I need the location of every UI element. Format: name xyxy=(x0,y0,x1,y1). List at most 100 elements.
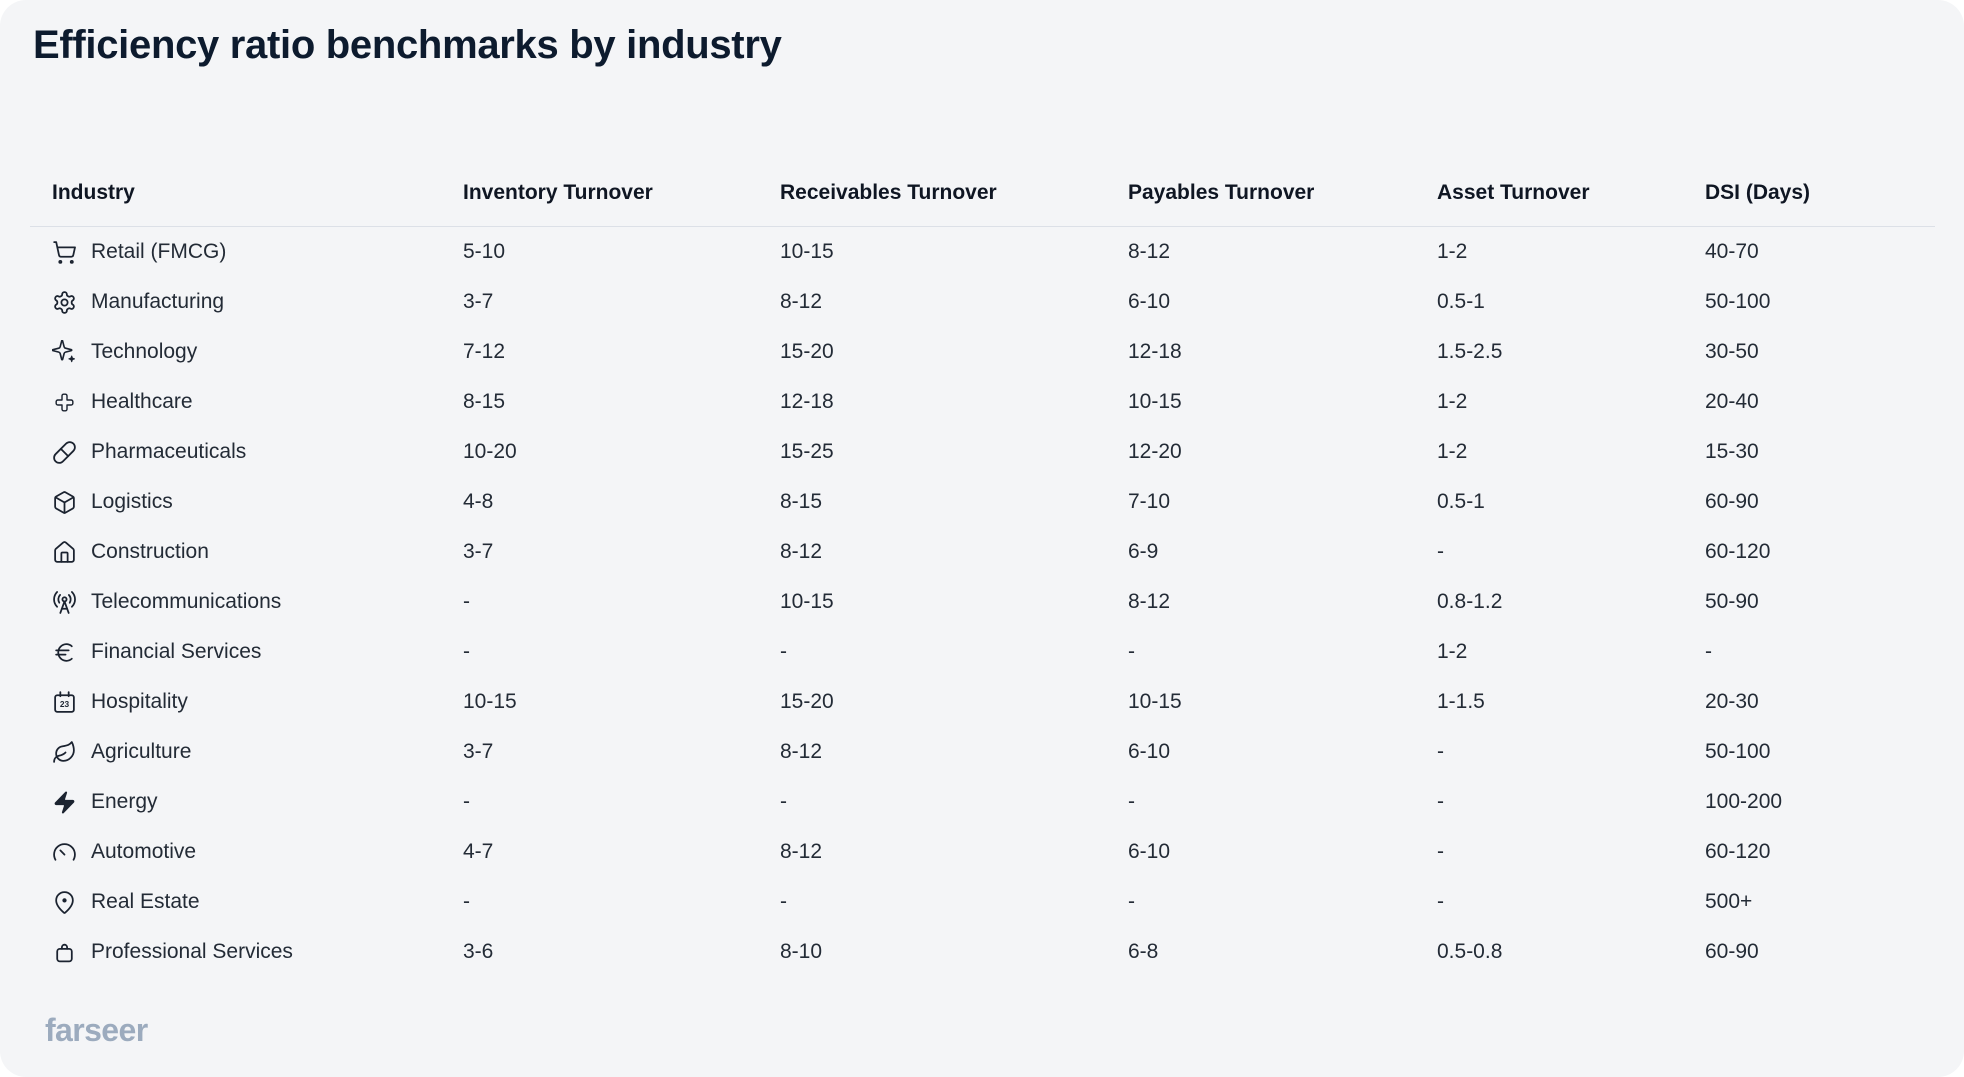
cell-value: - xyxy=(463,640,470,663)
cell-value: - xyxy=(1437,890,1444,913)
industry-label: Real Estate xyxy=(91,890,200,913)
cell-value: 6-10 xyxy=(1128,290,1171,313)
cell-value: - xyxy=(1128,640,1135,663)
shopping-cart-icon xyxy=(52,240,77,265)
table-row: Retail (FMCG) 5-10 10-15 8-12 1-2 40-70 xyxy=(30,227,1935,277)
cell-value: 60-90 xyxy=(1705,490,1759,513)
svg-text:23: 23 xyxy=(60,699,70,709)
industry-label: Logistics xyxy=(91,490,173,513)
page-title: Efficiency ratio benchmarks by industry xyxy=(33,23,782,67)
cell-value: 50-100 xyxy=(1705,740,1771,763)
industry-cell: Retail (FMCG) xyxy=(52,240,463,265)
column-header-dsi-days: DSI (Days) xyxy=(1705,181,1811,204)
cell-value: 1-2 xyxy=(1437,390,1468,413)
column-header-payables-turnover: Payables Turnover xyxy=(1128,181,1315,204)
cell-value: - xyxy=(463,790,470,813)
cell-value: - xyxy=(1437,540,1444,563)
cell-value: 7-12 xyxy=(463,340,506,363)
cell-value: 0.5-0.8 xyxy=(1437,940,1503,963)
cell-value: 10-15 xyxy=(1128,690,1182,713)
package-icon xyxy=(52,490,77,515)
cell-value: 8-10 xyxy=(780,940,823,963)
cell-value: 4-8 xyxy=(463,490,494,513)
table-row: Telecommunications - 10-15 8-12 0.8-1.2 … xyxy=(30,577,1935,627)
cell-value: 6-9 xyxy=(1128,540,1159,563)
table-row: Healthcare 8-15 12-18 10-15 1-2 20-40 xyxy=(30,377,1935,427)
medical-cross-icon xyxy=(52,390,77,415)
cell-value: 0.8-1.2 xyxy=(1437,590,1503,613)
calendar-23-icon: 23 xyxy=(52,690,77,715)
cell-value: - xyxy=(780,890,787,913)
euro-icon xyxy=(52,640,77,665)
table-row: Manufacturing 3-7 8-12 6-10 0.5-1 50-100 xyxy=(30,277,1935,327)
industry-label: Hospitality xyxy=(91,690,188,713)
cell-value: 6-8 xyxy=(1128,940,1159,963)
cell-value: 1-2 xyxy=(1437,440,1468,463)
cell-value: 15-25 xyxy=(780,440,834,463)
industry-label: Energy xyxy=(91,790,158,813)
cell-value: 10-15 xyxy=(1128,390,1182,413)
gauge-icon xyxy=(52,840,77,865)
industry-cell: Logistics xyxy=(52,490,463,515)
industry-cell: Manufacturing xyxy=(52,290,463,315)
cell-value: 10-15 xyxy=(780,240,834,263)
house-icon xyxy=(52,540,77,565)
industry-label: Telecommunications xyxy=(91,590,282,613)
cell-value: 5-10 xyxy=(463,240,506,263)
industry-cell: Energy xyxy=(52,790,463,815)
industry-cell: Real Estate xyxy=(52,890,463,915)
industry-label: Construction xyxy=(91,540,209,563)
industry-label: Automotive xyxy=(91,840,197,863)
industry-cell: 23 Hospitality xyxy=(52,690,463,715)
cell-value: - xyxy=(1128,890,1135,913)
benchmarks-table: Industry Inventory Turnover Receivables … xyxy=(30,181,1935,977)
table-row: 23 Hospitality 10-15 15-20 10-15 1-1.5 2… xyxy=(30,677,1935,727)
cell-value: 15-30 xyxy=(1705,440,1759,463)
leaf-icon xyxy=(52,740,77,765)
column-header-receivables-turnover: Receivables Turnover xyxy=(780,181,997,204)
cell-value: - xyxy=(1437,790,1444,813)
cell-value: 500+ xyxy=(1705,890,1753,913)
cell-value: 3-7 xyxy=(463,740,494,763)
cell-value: 8-12 xyxy=(780,290,823,313)
cell-value: - xyxy=(463,590,470,613)
cell-value: 1-2 xyxy=(1437,240,1468,263)
industry-cell: Pharmaceuticals xyxy=(52,440,463,465)
cell-value: 1-1.5 xyxy=(1437,690,1485,713)
sparkles-icon xyxy=(52,339,77,365)
table-row: Logistics 4-8 8-15 7-10 0.5-1 60-90 xyxy=(30,477,1935,527)
cell-value: - xyxy=(780,640,787,663)
table-row: Agriculture 3-7 8-12 6-10 - 50-100 xyxy=(30,727,1935,777)
cell-value: 10-20 xyxy=(463,440,517,463)
cell-value: 20-40 xyxy=(1705,390,1759,413)
farseer-logo: farseer xyxy=(45,1012,148,1048)
industry-label: Manufacturing xyxy=(91,290,225,313)
cell-value: - xyxy=(1705,640,1712,663)
cell-value: 3-7 xyxy=(463,290,494,313)
cell-value: 10-15 xyxy=(780,590,834,613)
cell-value: 6-10 xyxy=(1128,840,1171,863)
table-row: Financial Services - - - 1-2 - xyxy=(30,627,1935,677)
pill-icon xyxy=(52,440,77,465)
cell-value: 8-15 xyxy=(463,390,506,413)
cell-value: 60-90 xyxy=(1705,940,1759,963)
cell-value: 15-20 xyxy=(780,340,834,363)
column-header-inventory-turnover: Inventory Turnover xyxy=(463,181,653,204)
industry-label: Agriculture xyxy=(91,740,192,763)
cell-value: - xyxy=(463,890,470,913)
table-row: Technology 7-12 15-20 12-18 1.5-2.5 30-5… xyxy=(30,327,1935,377)
cell-value: 6-10 xyxy=(1128,740,1171,763)
cell-value: 8-12 xyxy=(1128,590,1171,613)
industry-cell: Automotive xyxy=(52,840,463,865)
industry-label: Pharmaceuticals xyxy=(91,440,247,463)
industry-cell: Financial Services xyxy=(52,640,463,665)
cell-value: 50-90 xyxy=(1705,590,1759,613)
cell-value: - xyxy=(1128,790,1135,813)
table-header-row: Industry Inventory Turnover Receivables … xyxy=(30,181,1935,227)
cell-value: - xyxy=(780,790,787,813)
industry-cell: Telecommunications xyxy=(52,590,463,615)
table-row: Automotive 4-7 8-12 6-10 - 60-120 xyxy=(30,827,1935,877)
cell-value: 10-15 xyxy=(463,690,517,713)
cell-value: - xyxy=(1437,840,1444,863)
